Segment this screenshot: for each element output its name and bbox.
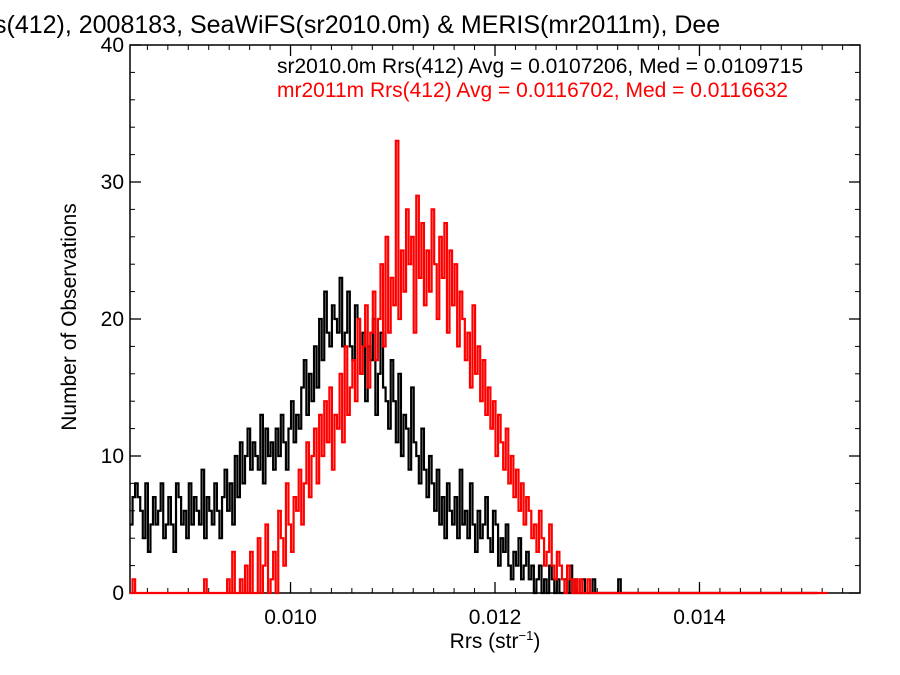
x-axis-label-main: Rrs (str — [450, 630, 519, 653]
x-axis-label-sup: −1 — [519, 628, 534, 643]
x-axis-ticks: 0.010 0.012 0.014 — [146, 45, 844, 629]
x-tick-label: 0.012 — [469, 606, 522, 629]
legend-entry-sr2010: sr2010.0m Rrs(412) Avg = 0.0107206, Med … — [277, 55, 803, 78]
series-layer — [130, 139, 828, 595]
y-axis-ticks: 0 10 20 30 40 — [101, 34, 860, 605]
y-tick-label: 0 — [112, 582, 124, 605]
x-axis-label-close: ) — [533, 630, 540, 653]
x-axis-label: Rrs (str−1) — [450, 628, 541, 653]
y-tick-label: 10 — [101, 445, 124, 468]
x-tick-label: 0.010 — [264, 606, 317, 629]
series-mr2011-histogram — [130, 139, 828, 595]
y-tick-label: 20 — [101, 308, 124, 331]
y-axis-label: Number of Observations — [58, 203, 81, 431]
y-tick-label: 40 — [101, 34, 124, 57]
legend-entry-mr2011: mr2011m Rrs(412) Avg = 0.0116702, Med = … — [277, 79, 788, 102]
chart-title: s(412), 2008183, SeaWiFS(sr2010.0m) & ME… — [0, 11, 720, 39]
x-tick-label: 0.014 — [673, 606, 726, 629]
y-tick-label: 30 — [101, 171, 124, 194]
